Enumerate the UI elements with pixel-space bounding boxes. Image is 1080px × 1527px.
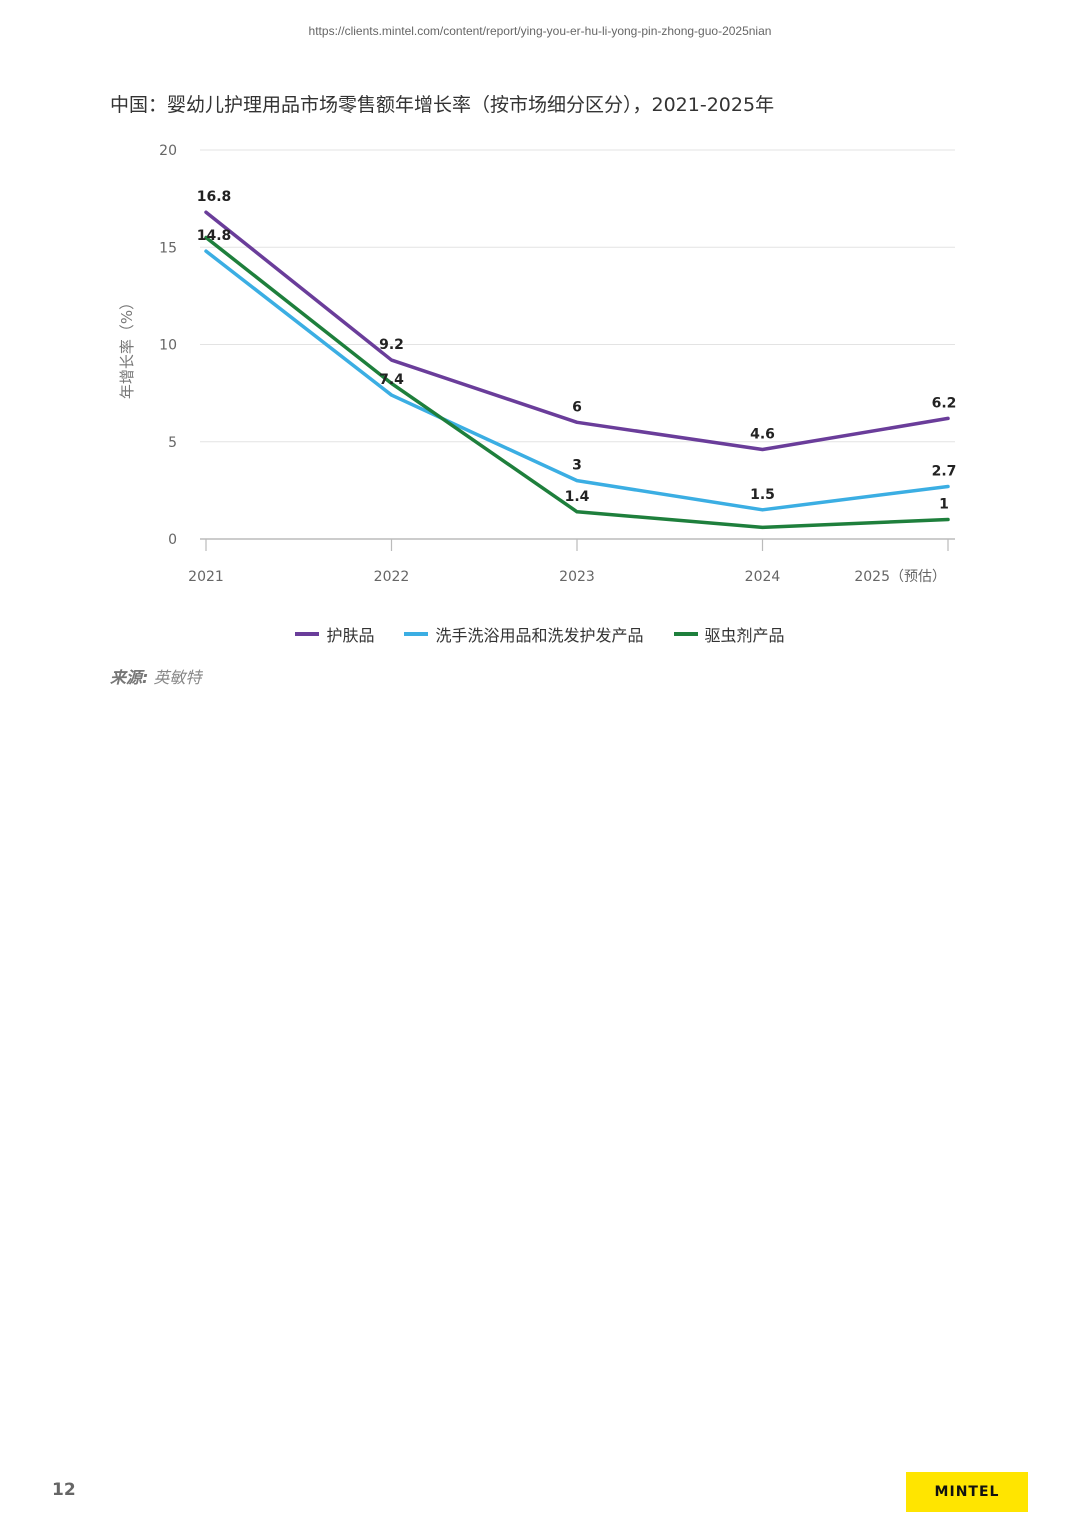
x-tick-label: 2022: [374, 569, 410, 585]
mintel-logo: MINTEL: [906, 1472, 1028, 1512]
x-tick-label: 2023: [559, 569, 595, 585]
data-label: 14.8: [197, 228, 232, 244]
line-chart: 0 5 10 15 20 2021 2022 2023 2024 2025（预估） 年增长率（%） 1…: [118, 143, 957, 585]
legend-swatch: [295, 632, 320, 636]
page-number: 12: [52, 1480, 76, 1500]
legend-label: 驱虫剂产品: [704, 626, 785, 645]
chart-legend: 护肤品 洗手洗浴用品和洗发护发产品 驱虫剂产品: [0, 622, 1080, 646]
report-url: https://clients.mintel.com/content/repor…: [308, 24, 772, 38]
legend-label: 洗手洗浴用品和洗发护发产品: [435, 626, 644, 645]
data-label: 1.4: [565, 489, 590, 505]
y-tick-label: 5: [168, 435, 177, 451]
y-tick-label: 20: [159, 143, 177, 159]
data-label: 2.7: [932, 463, 957, 479]
y-tick-label: 10: [159, 338, 177, 354]
data-label: 4.6: [750, 427, 775, 443]
series-line: [204, 210, 950, 452]
legend-item: 洗手洗浴用品和洗发护发产品: [404, 622, 644, 646]
data-label: 6.2: [932, 395, 957, 411]
y-axis-label: 年增长率（%）: [118, 295, 136, 399]
data-label: 1: [939, 497, 949, 513]
y-tick-label: 0: [168, 532, 177, 548]
data-label: 6: [572, 399, 582, 415]
source-note: 来源: 英敏特: [110, 664, 202, 688]
series-line: [204, 249, 950, 512]
y-tick-label: 15: [159, 240, 177, 256]
legend-swatch: [673, 632, 698, 636]
series-line: [204, 235, 950, 530]
data-label: 7.4: [379, 372, 404, 388]
x-tick-label: 2021: [188, 569, 224, 585]
data-label: 3: [572, 458, 582, 474]
x-tick-label: 2024: [745, 569, 781, 585]
x-tick-label: 2025（预估）: [854, 569, 946, 585]
legend-label: 护肤品: [326, 626, 375, 645]
chart-title: 中国：婴幼儿护理用品市场零售额年增长率（按市场细分区分），2021-2025年: [110, 94, 775, 116]
data-label: 16.8: [197, 189, 232, 205]
legend-item: 驱虫剂产品: [673, 622, 785, 646]
legend-item: 护肤品: [295, 622, 374, 646]
source-value: 英敏特: [148, 668, 202, 687]
source-label: 来源:: [110, 668, 149, 687]
data-label: 9.2: [379, 337, 404, 353]
data-label: 1.5: [750, 487, 775, 503]
legend-swatch: [404, 632, 429, 636]
